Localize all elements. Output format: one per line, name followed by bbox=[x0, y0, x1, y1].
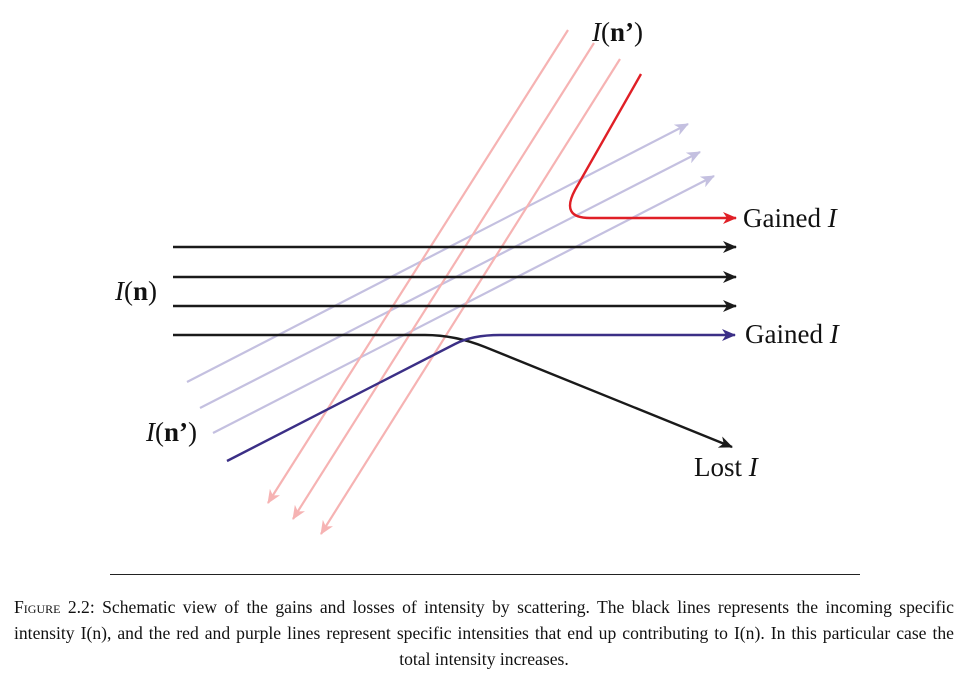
label-incoming-intensity: I(n) bbox=[114, 276, 157, 306]
black-ray-lost bbox=[173, 333, 733, 449]
faded-purple-ray-3 bbox=[212, 175, 715, 434]
red-ray-gained bbox=[568, 73, 737, 224]
label-lost: Lost I bbox=[694, 452, 760, 482]
caption-prefix: FIGURE 2.2: bbox=[14, 597, 103, 617]
caption-rule bbox=[110, 574, 860, 575]
label-scattered-intensity-left: I(n’) bbox=[145, 417, 197, 447]
faded-red-ray-2 bbox=[292, 42, 595, 520]
faded-red-ray-3 bbox=[320, 58, 621, 535]
label-gained-mid: Gained I bbox=[745, 319, 841, 349]
faded-red-ray-1 bbox=[267, 29, 569, 504]
faded-purple-ray-2 bbox=[199, 151, 701, 409]
caption-text: Schematic view of the gains and losses o… bbox=[14, 597, 954, 669]
faded-purple-ray-1 bbox=[186, 123, 689, 383]
scattering-diagram: I(n) I(n’) I(n’) Gained I Gained I Lost … bbox=[114, 17, 841, 535]
label-scattered-intensity-top: I(n’) bbox=[591, 17, 643, 47]
label-gained-top: Gained I bbox=[743, 203, 839, 233]
purple-ray-gained bbox=[226, 329, 736, 463]
figure-caption: FIGURE 2.2: Schematic view of the gains … bbox=[14, 594, 954, 672]
